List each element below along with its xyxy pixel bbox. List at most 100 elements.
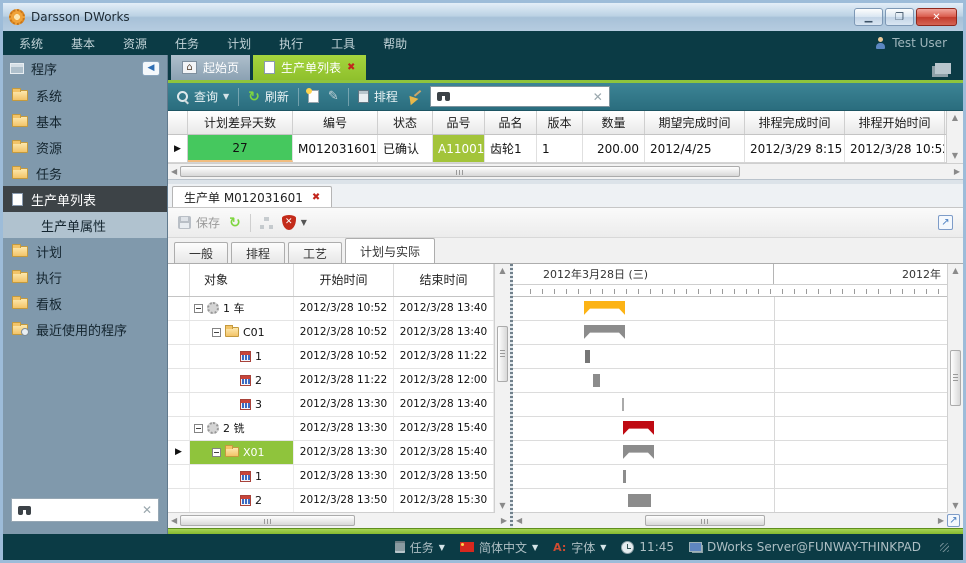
save-button[interactable]: 保存	[178, 214, 220, 231]
sidebar-item[interactable]: 任务	[3, 160, 167, 186]
grid-column-header[interactable]: 状态	[378, 111, 433, 134]
grid-column-header[interactable]: 数量	[583, 111, 645, 134]
gantt-row[interactable]	[513, 465, 963, 489]
grid-data-row[interactable]: ▶ 27 M012031601 已确认 A11001 齿轮1 1 200.00 2012/4/2…	[168, 135, 946, 163]
gantt-row[interactable]	[513, 441, 963, 465]
tree-object-cell[interactable]: 1	[190, 464, 294, 488]
tree-row[interactable]: ▶ X01 2012/3/28 13:30 2012/3/28 15:40	[168, 440, 510, 465]
gantt-bar-summary[interactable]	[584, 325, 625, 339]
sidebar-item[interactable]: 基本	[3, 108, 167, 134]
gantt-bar-task[interactable]	[623, 469, 626, 483]
grid-column-header[interactable]: 品号	[433, 111, 485, 134]
scroll-right-icon[interactable]: ▶	[500, 515, 507, 525]
close-detail-tab-icon[interactable]: ✖	[311, 191, 321, 203]
menu-item[interactable]: 系统	[19, 36, 44, 51]
sidebar-item[interactable]: 看板	[3, 290, 167, 316]
tree-object-cell[interactable]: X01	[190, 440, 294, 464]
user-indicator[interactable]: Test User	[875, 36, 947, 50]
gantt-row[interactable]	[513, 369, 963, 393]
scroll-up-icon[interactable]: ▲	[499, 266, 506, 275]
tab-production-order-list[interactable]: 生产单列表 ✖	[253, 55, 367, 80]
close-button[interactable]: ✕	[916, 8, 957, 26]
menu-item[interactable]: 计划	[227, 36, 252, 51]
scroll-left-icon[interactable]: ◀	[171, 515, 178, 525]
gantt-bar-task[interactable]	[585, 349, 590, 363]
gantt-vertical-scrollbar[interactable]: ▲ ▼	[947, 264, 963, 513]
tree-column-header[interactable]: 结束时间	[394, 264, 494, 296]
external-link-icon[interactable]: ↗	[938, 215, 953, 230]
detail-document-tab[interactable]: 生产单 M012031601 ✖	[172, 186, 333, 207]
tree-object-cell[interactable]: 2	[190, 488, 294, 512]
status-language-dropdown[interactable]: 简体中文 ▼	[459, 539, 538, 556]
toolbar-search-clear-icon[interactable]: ✕	[592, 89, 603, 104]
gantt-bar-task[interactable]	[622, 397, 624, 411]
tree-row[interactable]: 2 2012/3/28 13:50 2012/3/28 15:30	[168, 488, 510, 513]
restore-button[interactable]: ❐	[885, 8, 914, 26]
gantt-row[interactable]	[513, 345, 963, 369]
scroll-left-icon[interactable]: ◀	[171, 166, 178, 176]
status-task-dropdown[interactable]: 任务 ▼	[394, 539, 445, 556]
tree-horizontal-scrollbar[interactable]: ◀ ▶	[168, 512, 510, 528]
scrollbar-thumb[interactable]	[497, 326, 508, 382]
scrollbar-thumb[interactable]	[645, 515, 766, 527]
detail-refresh-button[interactable]: ↻	[229, 216, 241, 230]
sidebar-item[interactable]: 最近使用的程序	[3, 316, 167, 342]
gantt-row[interactable]	[513, 417, 963, 441]
gantt-row[interactable]	[513, 321, 963, 345]
detail-tab-3[interactable]: 工艺	[288, 242, 343, 263]
resize-grip[interactable]	[940, 542, 949, 552]
tree-object-cell[interactable]: 1	[190, 344, 294, 368]
detail-tab-1[interactable]: 一般	[174, 242, 229, 263]
grid-column-header[interactable]: 编号	[293, 111, 378, 134]
menu-item[interactable]: 资源	[123, 36, 148, 51]
grid-column-header[interactable]: 品名	[485, 111, 537, 134]
splitter-handle[interactable]	[510, 264, 513, 528]
minimize-button[interactable]: ▁	[854, 8, 883, 26]
tree-row[interactable]: 3 2012/3/28 13:30 2012/3/28 13:40	[168, 392, 510, 417]
grid-column-header[interactable]: 期望完成时间	[645, 111, 745, 134]
detail-tab-4[interactable]: 计划与实际	[345, 238, 436, 263]
menu-item[interactable]: 帮助	[383, 36, 408, 51]
tree-row[interactable]: 2 2012/3/28 11:22 2012/3/28 12:00	[168, 368, 510, 393]
gantt-bar-task[interactable]	[593, 373, 600, 387]
gantt-row[interactable]	[513, 297, 963, 321]
tree-column-header[interactable]: 开始时间	[294, 264, 394, 296]
grid-vertical-scrollbar[interactable]: ▲ ▼	[946, 111, 963, 163]
sidebar-item[interactable]: 系统	[3, 82, 167, 108]
schedule-button[interactable]: 排程	[357, 88, 398, 105]
tree-row[interactable]: 1 2012/3/28 10:52 2012/3/28 11:22	[168, 344, 510, 369]
grid-column-header[interactable]: 排程完成时间	[745, 111, 845, 134]
scroll-right-icon[interactable]: ▶	[937, 515, 944, 525]
sidebar-item[interactable]: 生产单属性	[3, 212, 167, 238]
scroll-down-icon[interactable]: ▼	[499, 501, 506, 510]
close-tab-icon[interactable]: ✖	[347, 62, 356, 73]
tree-row[interactable]: 2 铣 2012/3/28 13:30 2012/3/28 15:40	[168, 416, 510, 441]
expand-collapse-icon[interactable]	[212, 447, 221, 457]
tree-row[interactable]: C01 2012/3/28 10:52 2012/3/28 13:40	[168, 320, 510, 345]
gantt-row[interactable]	[513, 489, 963, 513]
tree-object-cell[interactable]: 3	[190, 392, 294, 416]
scroll-right-icon[interactable]: ▶	[953, 166, 960, 176]
edit-button[interactable]: ✎	[328, 89, 339, 104]
validation-button[interactable]: ✕ ▼	[281, 215, 307, 230]
window-list-icon[interactable]	[935, 63, 951, 74]
tree-row[interactable]: 1 车 2012/3/28 10:52 2012/3/28 13:40	[168, 296, 510, 321]
expand-collapse-icon[interactable]	[194, 303, 203, 313]
tree-object-cell[interactable]: C01	[190, 320, 294, 344]
grid-column-header[interactable]: 排程开始时间	[845, 111, 945, 134]
status-font-dropdown[interactable]: A: 字体 ▼	[553, 539, 606, 556]
sidebar-item[interactable]: 执行	[3, 264, 167, 290]
gantt-row[interactable]	[513, 393, 963, 417]
gantt-bar-task[interactable]	[628, 493, 651, 507]
refresh-button[interactable]: ↻ 刷新	[248, 88, 289, 105]
scrollbar-thumb[interactable]	[180, 166, 741, 177]
clear-button[interactable]	[407, 90, 421, 103]
scroll-down-icon[interactable]: ▼	[951, 151, 959, 160]
tree-object-cell[interactable]: 2 铣	[190, 416, 294, 440]
hierarchy-icon[interactable]	[259, 216, 273, 229]
menu-item[interactable]: 任务	[175, 36, 200, 51]
sidebar-item[interactable]: 资源	[3, 134, 167, 160]
sidebar-collapse-button[interactable]: ◀	[142, 61, 160, 76]
sidebar-search-input[interactable]	[37, 503, 136, 517]
tree-row[interactable]: 1 2012/3/28 13:30 2012/3/28 13:50	[168, 464, 510, 489]
